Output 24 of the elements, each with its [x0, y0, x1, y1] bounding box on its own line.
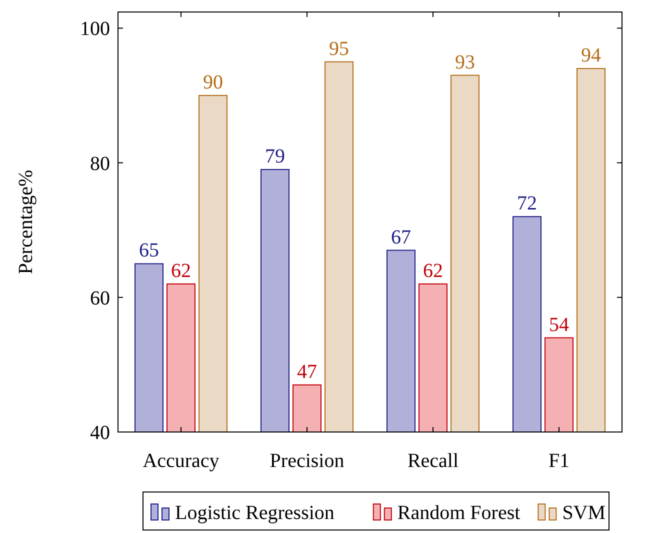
y-tick-label: 80 — [90, 152, 110, 175]
data-label: 62 — [423, 260, 443, 282]
y-tick-label: 60 — [90, 287, 110, 310]
y-tick-label: 40 — [90, 422, 110, 444]
legend-label: SVM — [562, 502, 606, 524]
x-tick-label: Precision — [270, 450, 344, 472]
legend-label: Logistic Regression — [175, 502, 334, 524]
data-label: 62 — [171, 260, 191, 282]
x-tick-label: Accuracy — [142, 450, 220, 472]
data-label: 94 — [581, 44, 601, 67]
x-tick-label: F1 — [548, 450, 570, 472]
y-tick-label: 100 — [80, 18, 110, 40]
legend-label: Random Forest — [397, 502, 521, 524]
x-tick-label: Recall — [407, 450, 459, 472]
data-label: 54 — [549, 314, 569, 336]
data-label: 93 — [455, 51, 475, 74]
data-label: 65 — [139, 240, 159, 262]
data-label: 95 — [329, 38, 349, 60]
data-label: 90 — [203, 71, 223, 94]
y-axis-title: Percentage% — [15, 170, 37, 274]
data-label: 72 — [517, 192, 537, 215]
data-label: 67 — [391, 226, 411, 248]
data-label: 47 — [297, 360, 317, 383]
data-label: 79 — [265, 146, 285, 168]
